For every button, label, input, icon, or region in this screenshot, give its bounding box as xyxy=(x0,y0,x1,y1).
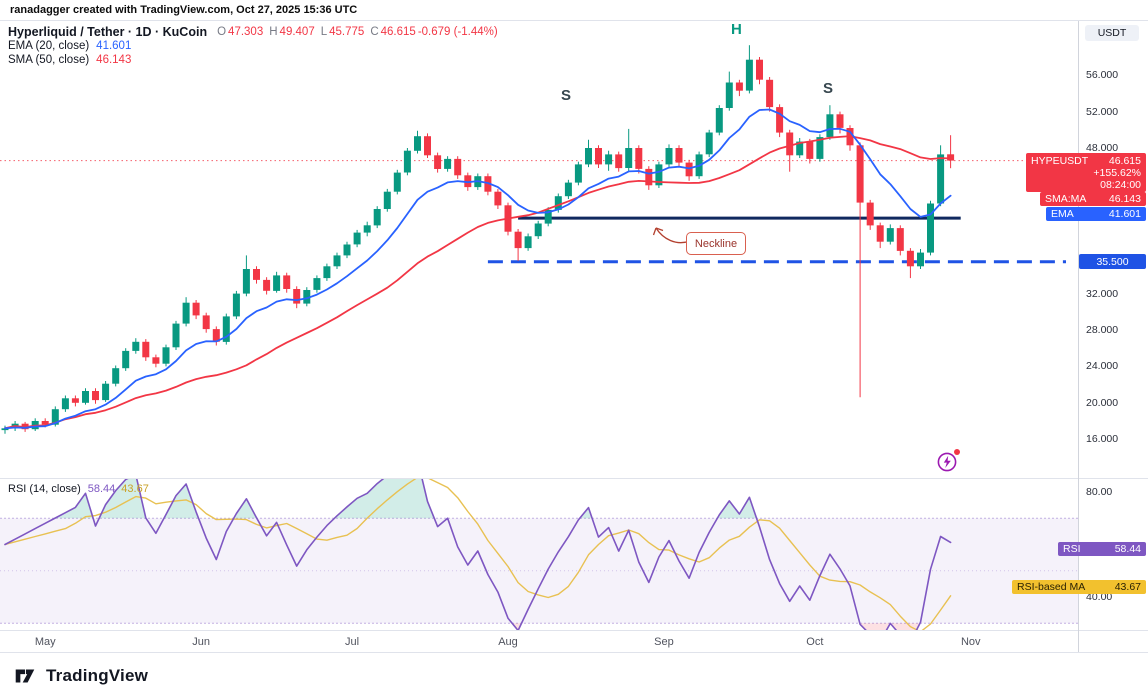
lightning-icon[interactable] xyxy=(936,449,960,473)
time-axis-label: Sep xyxy=(654,636,674,648)
price-axis-tick: 16.000 xyxy=(1086,433,1119,446)
rsi-legend-value: 58.44 xyxy=(87,483,116,495)
ohlc-close-label: C xyxy=(370,26,379,38)
time-scale[interactable] xyxy=(0,631,1078,653)
rsi-axis-tick: 80.00 xyxy=(1086,486,1113,498)
time-axis-label: Jul xyxy=(345,636,360,648)
rsi-badge-label: RSI xyxy=(1063,543,1081,555)
rsi-scale-badge: RSI 58.44 xyxy=(1058,542,1146,556)
price-axis-tick: 48.000 xyxy=(1086,142,1119,154)
ema-legend-label[interactable]: EMA (20, close) xyxy=(8,40,90,52)
time-axis-label: May xyxy=(34,636,56,648)
time-axis-label: Oct xyxy=(806,636,824,648)
rsi-legend-label[interactable]: RSI (14, close) xyxy=(8,483,81,495)
ohlc-high-label: H xyxy=(269,26,278,38)
ema-legend-value: 41.601 xyxy=(96,40,132,52)
ohlc-high-value: 49.407 xyxy=(279,26,315,38)
last-price-badge-symbol: HYPEUSDT xyxy=(1031,154,1089,167)
notification-dot xyxy=(954,449,960,455)
price-axis-tick: 32.000 xyxy=(1086,287,1119,300)
attribution-text: ranadagger created with TradingView.com,… xyxy=(10,4,358,16)
price-axis-unit[interactable]: USDT xyxy=(1085,25,1139,41)
last-price-badge-change: +155.62% xyxy=(1093,166,1141,179)
rsi-axis-tick: 40.00 xyxy=(1086,591,1113,603)
chart-legend: Hyperliquid / Tether · 1D · KuCoin O 47.… xyxy=(8,25,498,67)
ohlc-open-value: 47.303 xyxy=(228,26,264,38)
rsi-legend: RSI (14, close) 58.44 43.67 xyxy=(8,483,149,495)
sma-legend-label[interactable]: SMA (50, close) xyxy=(8,54,90,66)
tradingview-logo-icon[interactable] xyxy=(12,663,38,689)
symbol-row: Hyperliquid / Tether · 1D · KuCoin O 47.… xyxy=(8,25,498,39)
price-axis-tick: 52.000 xyxy=(1086,105,1119,118)
time-axis-label: Jun xyxy=(192,636,211,648)
price-axis-tick: 56.000 xyxy=(1086,69,1119,82)
rsi-ma-badge-label: RSI-based MA xyxy=(1017,581,1086,593)
price-axis-tick: 20.000 xyxy=(1086,396,1119,409)
rsi-ma-scale-badge: RSI-based MA 43.67 xyxy=(1012,580,1146,594)
last-price-badge-value: 46.615 xyxy=(1108,154,1141,167)
ohlc-change: -0.679 (-1.44%) xyxy=(417,26,498,38)
price-axis-tick: 24.000 xyxy=(1086,360,1119,373)
rsi-pane xyxy=(0,479,1078,631)
attribution-bar: ranadagger created with TradingView.com,… xyxy=(0,0,1148,21)
neckline-callout[interactable]: Neckline xyxy=(686,232,746,255)
footer: TradingView xyxy=(0,653,1148,698)
right-shoulder-label[interactable]: S xyxy=(823,80,834,97)
time-axis-label: Nov xyxy=(960,636,981,648)
price-axis-tick: 28.000 xyxy=(1086,324,1119,336)
ohlc-open-label: O xyxy=(217,26,227,38)
ema-badge-label: EMA xyxy=(1051,208,1074,220)
sma-price-badge: SMA:MA 46.143 xyxy=(1040,192,1146,206)
sma-badge-label: SMA:MA xyxy=(1045,193,1087,205)
tradingview-wordmark[interactable]: TradingView xyxy=(46,665,149,685)
sma-badge-value: 46.143 xyxy=(1108,193,1141,205)
rsi-ma-badge-value: 43.67 xyxy=(1114,581,1141,593)
rsi-badge-value: 58.44 xyxy=(1114,543,1141,555)
support-badge-value: 35.500 xyxy=(1096,255,1129,268)
ohlc-low-label: L xyxy=(320,26,328,38)
time-axis-label: Aug xyxy=(498,636,518,648)
price-pane xyxy=(0,45,1078,434)
ema-price-badge: EMA 41.601 xyxy=(1046,207,1146,221)
symbol-title[interactable]: Hyperliquid / Tether · 1D · KuCoin xyxy=(8,25,208,39)
ohlc-low-value: 45.775 xyxy=(329,26,365,38)
left-shoulder-label[interactable]: S xyxy=(561,87,572,104)
rsi-ma-legend-value: 43.67 xyxy=(121,483,149,495)
support-price-badge: 35.500 xyxy=(1079,254,1146,269)
ohlc-close-value: 46.615 xyxy=(380,26,416,38)
sma-legend-value: 46.143 xyxy=(96,54,132,66)
last-price-badge: HYPEUSDT 46.615 +155.62% 08:24:00 xyxy=(1026,153,1146,192)
last-price-badge-countdown: 08:24:00 xyxy=(1100,178,1141,191)
head-label[interactable]: H xyxy=(731,21,742,38)
ema-badge-value: 41.601 xyxy=(1108,208,1141,220)
